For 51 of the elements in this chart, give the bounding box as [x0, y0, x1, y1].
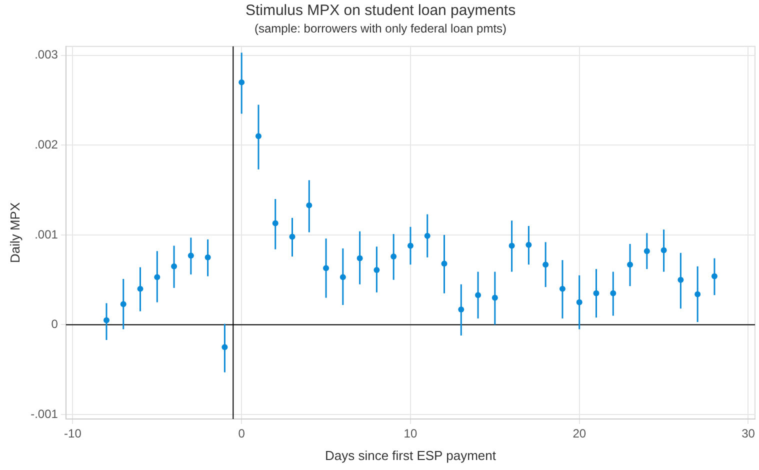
y-axis-title: Daily MPX: [7, 202, 22, 264]
x-tick-label: 30: [742, 426, 756, 441]
point: [542, 262, 549, 268]
x-tick-label: 10: [404, 426, 418, 441]
x-axis-title: Days since first ESP payment: [324, 448, 496, 463]
chart-subtitle: (sample: borrowers with only federal loan pmts): [254, 22, 507, 36]
point: [644, 248, 650, 254]
point: [255, 133, 262, 140]
point: [576, 299, 582, 306]
point: [222, 344, 228, 350]
point: [627, 262, 634, 268]
point: [238, 79, 245, 86]
point: [559, 286, 566, 292]
point: [610, 290, 616, 296]
point: [120, 301, 126, 308]
x-tick-label: 20: [572, 426, 586, 441]
point: [323, 265, 330, 272]
point: [475, 292, 482, 298]
point: [678, 276, 684, 283]
y-tick-label: .002: [34, 137, 58, 152]
point: [492, 294, 498, 301]
point: [458, 306, 464, 312]
y-tick-label: -.001: [30, 406, 58, 421]
point: [356, 255, 363, 262]
point: [660, 247, 667, 254]
x-tick-label: 0: [238, 426, 246, 441]
y-tick-label: 0: [51, 317, 58, 332]
y-tick-label: .001: [34, 227, 58, 242]
point: [508, 242, 515, 249]
point: [306, 202, 312, 208]
point: [289, 234, 296, 240]
point: [154, 274, 160, 280]
x-tick-label: -10: [64, 426, 82, 441]
point: [103, 317, 110, 324]
point: [188, 252, 194, 259]
point: [171, 263, 178, 270]
point: [424, 232, 430, 239]
point: [711, 273, 718, 280]
point: [272, 220, 278, 226]
point: [694, 291, 701, 298]
point: [407, 242, 414, 249]
point: [526, 242, 532, 248]
point: [390, 253, 397, 260]
point: [340, 274, 346, 280]
point: [593, 290, 600, 296]
chart-title: Stimulus MPX on student loan payments: [245, 2, 516, 20]
point: [441, 260, 448, 267]
point: [374, 266, 380, 273]
y-tick-label: .003: [34, 48, 58, 62]
point: [137, 286, 144, 292]
point: [204, 254, 211, 260]
